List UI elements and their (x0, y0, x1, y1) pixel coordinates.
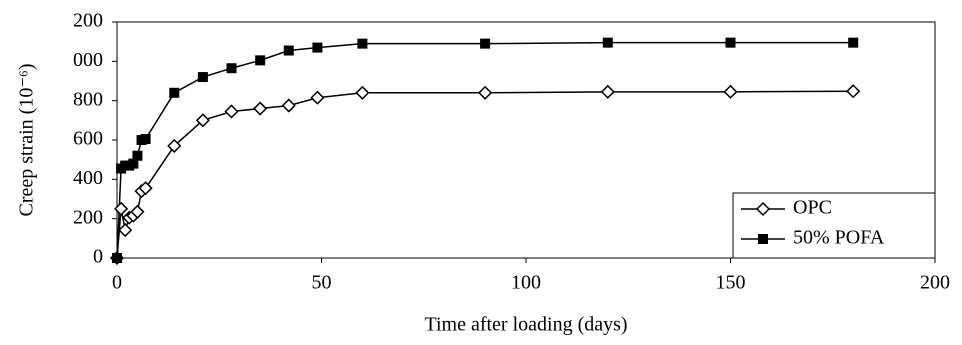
x-tick-label: 200 (920, 272, 950, 294)
y-tick-label: 200 (73, 206, 103, 228)
marker (758, 234, 768, 244)
y-tick-label: 000 (73, 49, 103, 71)
marker (255, 55, 266, 66)
legend-label: OPC (793, 197, 832, 219)
y-tick-label: 800 (73, 88, 103, 110)
marker (118, 223, 133, 238)
marker (253, 101, 268, 116)
marker (602, 37, 613, 48)
marker (130, 204, 145, 219)
marker (478, 85, 493, 100)
marker (846, 84, 861, 99)
marker (167, 138, 182, 153)
marker (226, 63, 237, 74)
marker (281, 98, 296, 113)
legend-label: 50% POFA (793, 227, 885, 249)
marker (848, 37, 859, 48)
marker (138, 181, 153, 196)
marker (195, 113, 210, 128)
marker (283, 45, 294, 56)
x-tick-label: 100 (511, 272, 541, 294)
marker (197, 72, 208, 83)
marker (357, 38, 368, 49)
marker (310, 90, 325, 105)
y-tick-label: 400 (73, 167, 103, 189)
marker (132, 150, 143, 161)
marker (312, 42, 323, 53)
marker (755, 201, 771, 217)
legend-box (732, 192, 936, 259)
y-tick-label: 0 (93, 246, 103, 268)
y-tick-label: 200 (73, 10, 103, 32)
y-tick-label: 600 (73, 128, 103, 150)
marker (224, 104, 239, 119)
x-tick-label: 50 (312, 272, 332, 294)
marker (725, 37, 736, 48)
marker (723, 84, 738, 99)
marker (114, 201, 129, 216)
marker (355, 85, 370, 100)
marker (600, 84, 615, 99)
y-axis-label: Creep strain (10⁻⁶) (16, 63, 38, 216)
marker (128, 158, 139, 169)
marker (112, 253, 122, 263)
marker (169, 87, 180, 98)
x-axis-label: Time after loading (days) (424, 314, 627, 336)
x-tick-label: 150 (716, 272, 746, 294)
marker (480, 38, 491, 49)
marker (140, 134, 151, 145)
x-tick-label: 0 (112, 272, 122, 294)
